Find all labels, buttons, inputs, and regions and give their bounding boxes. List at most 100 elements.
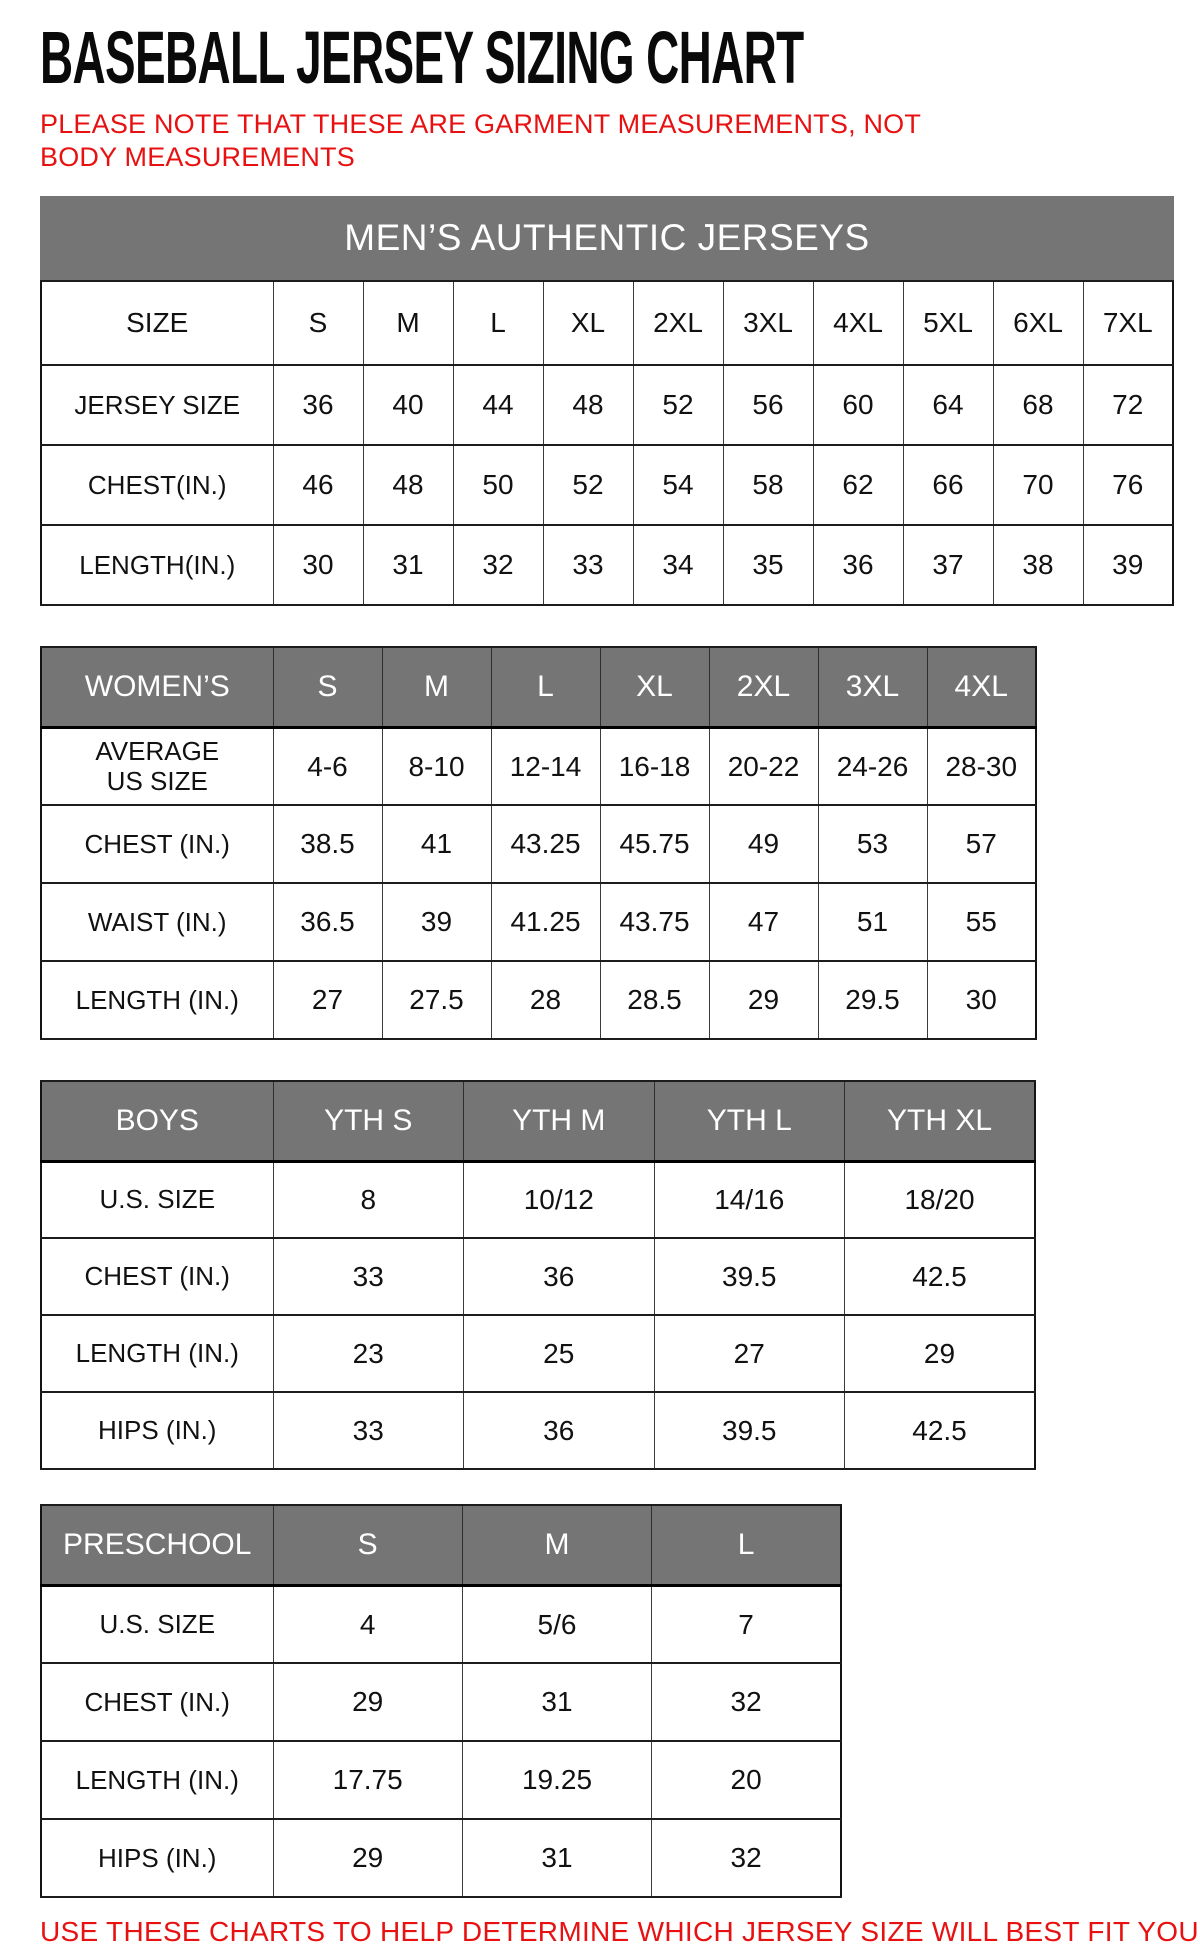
value-cell: 38.5 bbox=[272, 804, 383, 885]
value-cell: 29 bbox=[272, 1818, 463, 1899]
value-cell: 43.25 bbox=[490, 804, 601, 885]
row-label: LENGTH (IN.) bbox=[40, 1314, 274, 1394]
value-cell: 27.5 bbox=[381, 960, 492, 1041]
value-cell: 8-10 bbox=[381, 726, 492, 807]
row-label: LENGTH (IN.) bbox=[40, 1740, 274, 1821]
value-cell: 36 bbox=[463, 1237, 655, 1317]
value-cell: 31 bbox=[461, 1662, 653, 1743]
row-label: CHEST (IN.) bbox=[40, 1237, 274, 1317]
preschool-header-label: PRESCHOOL bbox=[40, 1504, 274, 1587]
value-cell: 16-18 bbox=[599, 726, 710, 807]
value-cell: 38 bbox=[992, 524, 1084, 607]
preschool-table-row: CHEST (IN.) 29 31 32 bbox=[40, 1662, 842, 1743]
value-cell: 4-6 bbox=[272, 726, 383, 807]
value-cell: 5/6 bbox=[461, 1584, 653, 1665]
value-cell: 39 bbox=[1082, 524, 1174, 607]
value-cell: 53 bbox=[817, 804, 928, 885]
value-cell: 41.25 bbox=[490, 882, 601, 963]
womens-table-row: LENGTH (IN.) 27 27.5 28 28.5 29 29.5 30 bbox=[40, 960, 1037, 1041]
value-cell: 12-14 bbox=[490, 726, 601, 807]
value-cell: 55 bbox=[926, 882, 1037, 963]
value-cell: 57 bbox=[926, 804, 1037, 885]
value-cell: 62 bbox=[812, 444, 904, 527]
preschool-size-header-cell: M bbox=[461, 1504, 653, 1587]
value-cell: 18/20 bbox=[844, 1160, 1036, 1240]
value-cell: 27 bbox=[272, 960, 383, 1041]
value-cell: 23 bbox=[272, 1314, 464, 1394]
preschool-size-header-cell: S bbox=[272, 1504, 463, 1587]
preschool-size-header-cell: L bbox=[651, 1504, 842, 1587]
value-cell: 29 bbox=[272, 1662, 463, 1743]
value-cell: 39.5 bbox=[653, 1237, 845, 1317]
mens-size-header-cell: L bbox=[452, 280, 544, 367]
boys-header-label: BOYS bbox=[40, 1080, 274, 1163]
value-cell: 33 bbox=[272, 1391, 464, 1471]
garment-measurements-note: PLEASE NOTE THAT THESE ARE GARMENT MEASU… bbox=[40, 109, 921, 173]
mens-size-header-cell: 7XL bbox=[1082, 280, 1174, 367]
row-label: AVERAGE US SIZE bbox=[40, 726, 274, 807]
value-cell: 42.5 bbox=[844, 1237, 1036, 1317]
value-cell: 31 bbox=[362, 524, 454, 607]
value-cell: 47 bbox=[708, 882, 819, 963]
mens-table-row: JERSEY SIZE 36 40 44 48 52 56 60 64 68 72 bbox=[40, 364, 1174, 447]
value-cell: 52 bbox=[542, 444, 634, 527]
mens-sizing-table: SIZE S M L XL 2XL 3XL 4XL 5XL 6XL 7XL JERSEY SIZE 36… bbox=[40, 280, 1174, 607]
value-cell: 58 bbox=[722, 444, 814, 527]
value-cell: 51 bbox=[817, 882, 928, 963]
value-cell: 35 bbox=[722, 524, 814, 607]
value-cell: 28.5 bbox=[599, 960, 710, 1041]
mens-size-header-cell: 5XL bbox=[902, 280, 994, 367]
value-cell: 31 bbox=[461, 1818, 653, 1899]
boys-size-header-cell: YTH S bbox=[272, 1080, 464, 1163]
value-cell: 36 bbox=[463, 1391, 655, 1471]
row-label: LENGTH(IN.) bbox=[40, 524, 274, 607]
womens-header-label: WOMEN’S bbox=[40, 646, 274, 729]
value-cell: 10/12 bbox=[463, 1160, 655, 1240]
boys-table-row: U.S. SIZE 8 10/12 14/16 18/20 bbox=[40, 1160, 1036, 1240]
value-cell: 32 bbox=[452, 524, 544, 607]
value-cell: 4 bbox=[272, 1584, 463, 1665]
value-cell: 49 bbox=[708, 804, 819, 885]
row-label: CHEST(IN.) bbox=[40, 444, 274, 527]
value-cell: 48 bbox=[362, 444, 454, 527]
boys-table-row: CHEST (IN.) 33 36 39.5 42.5 bbox=[40, 1237, 1036, 1317]
value-cell: 46 bbox=[272, 444, 364, 527]
value-cell: 29 bbox=[708, 960, 819, 1041]
value-cell: 41 bbox=[381, 804, 492, 885]
value-cell: 72 bbox=[1082, 364, 1174, 447]
value-cell: 48 bbox=[542, 364, 634, 447]
value-cell: 36 bbox=[272, 364, 364, 447]
value-cell: 19.25 bbox=[461, 1740, 653, 1821]
value-cell: 50 bbox=[452, 444, 544, 527]
value-cell: 39 bbox=[381, 882, 492, 963]
mens-size-header-cell: 4XL bbox=[812, 280, 904, 367]
womens-size-header-cell: XL bbox=[599, 646, 710, 729]
row-label: CHEST (IN.) bbox=[40, 804, 274, 885]
value-cell: 7 bbox=[651, 1584, 842, 1665]
value-cell: 37 bbox=[902, 524, 994, 607]
value-cell: 20 bbox=[651, 1740, 842, 1821]
value-cell: 39.5 bbox=[653, 1391, 845, 1471]
value-cell: 24-26 bbox=[817, 726, 928, 807]
sizing-tables-container: MEN’S AUTHENTIC JERSEYS SIZE S M L XL 2XL 3XL 4X… bbox=[40, 196, 1174, 1899]
mens-table-row: CHEST(IN.) 46 48 50 52 54 58 62 66 70 76 bbox=[40, 444, 1174, 527]
mens-size-header-cell: M bbox=[362, 280, 454, 367]
value-cell: 60 bbox=[812, 364, 904, 447]
mens-header-label: SIZE bbox=[40, 280, 274, 367]
row-label: U.S. SIZE bbox=[40, 1160, 274, 1240]
footer-note: USE THESE CHARTS TO HELP DETERMINE WHICH… bbox=[40, 1916, 1200, 1948]
value-cell: 30 bbox=[926, 960, 1037, 1041]
value-cell: 17.75 bbox=[272, 1740, 463, 1821]
value-cell: 56 bbox=[722, 364, 814, 447]
value-cell: 45.75 bbox=[599, 804, 710, 885]
page-title: BASEBALL JERSEY SIZING CHART bbox=[40, 16, 804, 99]
row-label: U.S. SIZE bbox=[40, 1584, 274, 1665]
value-cell: 8 bbox=[272, 1160, 464, 1240]
value-cell: 66 bbox=[902, 444, 994, 527]
value-cell: 28-30 bbox=[926, 726, 1037, 807]
mens-size-header-cell: XL bbox=[542, 280, 634, 367]
value-cell: 52 bbox=[632, 364, 724, 447]
boys-size-header-cell: YTH XL bbox=[844, 1080, 1036, 1163]
preschool-sizing-table: PRESCHOOL S M L U.S. SIZE 4 5/6 7 CHEST (IN.) 29 3… bbox=[40, 1504, 842, 1899]
value-cell: 68 bbox=[992, 364, 1084, 447]
